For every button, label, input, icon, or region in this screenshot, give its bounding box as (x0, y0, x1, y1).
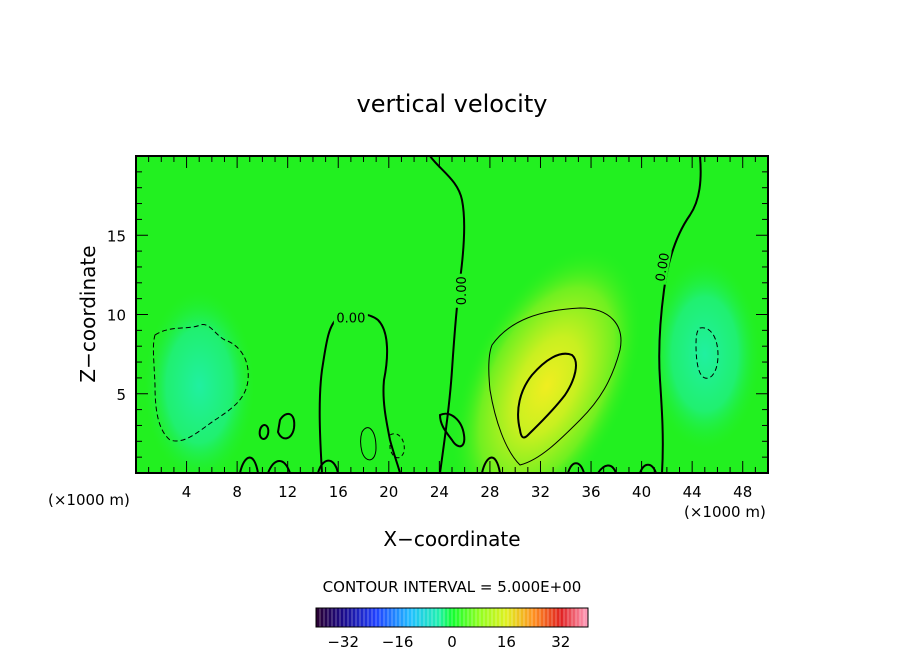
x-tick-label: 28 (480, 483, 499, 501)
colorbar-tick-label: −16 (382, 633, 414, 651)
contour-updraft-peak (517, 352, 577, 439)
y-axis-label: Z−coordinate (76, 245, 100, 382)
y-tick-label: 5 (116, 386, 126, 404)
zero-contour-right (658, 156, 702, 473)
colorbar-frame (315, 607, 589, 628)
contour-small-2 (276, 412, 296, 440)
x-tick-label: 16 (329, 483, 348, 501)
colorbar-fill (316, 608, 588, 627)
y-tick-label: 10 (107, 307, 126, 325)
colorbar-tick-label: −32 (327, 633, 359, 651)
contour-downdraft-left (152, 324, 249, 442)
contour-downdraft-right (695, 327, 719, 379)
contour-small-4 (389, 433, 405, 459)
y-tick-label: 15 (107, 227, 126, 245)
x-tick-label: 8 (232, 483, 242, 501)
x-tick-label: 24 (430, 483, 449, 501)
x-tick-label: 44 (683, 483, 702, 501)
downdraft-region-1 (144, 290, 255, 473)
contour-small-5 (438, 412, 466, 448)
contour-label-2: 0.00 (653, 252, 673, 283)
contour-label-1: 0.00 (455, 276, 470, 305)
x-axis-ticks: 4 8 12 16 20 24 28 32 36 40 44 48 (148, 156, 756, 501)
updraft-region-0 (450, 245, 644, 473)
colorbar: −32 −16 0 16 32 (315, 607, 589, 651)
colorbar-tick-label: 16 (497, 633, 516, 651)
colorbar-tick-label: 32 (551, 633, 570, 651)
contour-updraft-outer (488, 307, 622, 466)
x-tick-label: 48 (733, 483, 752, 501)
x-axis-label: X−coordinate (383, 527, 520, 551)
y-axis-ticks: 5 10 15 (107, 171, 768, 458)
colorbar-stripes (319, 608, 585, 627)
x-tick-label: 12 (278, 483, 297, 501)
x-tick-label: 20 (379, 483, 398, 501)
contour-bottom-bumps (239, 456, 657, 473)
contour-lines (152, 156, 719, 473)
contour-small-1 (258, 424, 270, 440)
velocity-field: 0.00 0.00 0.00 (136, 156, 768, 473)
contour-interval-text: CONTOUR INTERVAL = 5.000E+00 (323, 578, 582, 596)
contour-small-3 (360, 427, 377, 461)
downdraft-region-2 (649, 259, 760, 450)
x-scale-label-left: (×1000 m) (48, 491, 130, 509)
chart-title: vertical velocity (357, 90, 548, 118)
x-tick-label: 40 (632, 483, 651, 501)
x-scale-label-right: (×1000 m) (684, 503, 766, 521)
colorbar-tick-label: 0 (447, 633, 457, 651)
contour-label-0: 0.00 (336, 312, 365, 327)
x-tick-label: 32 (531, 483, 550, 501)
x-tick-label: 4 (182, 483, 192, 501)
x-tick-label: 36 (581, 483, 600, 501)
